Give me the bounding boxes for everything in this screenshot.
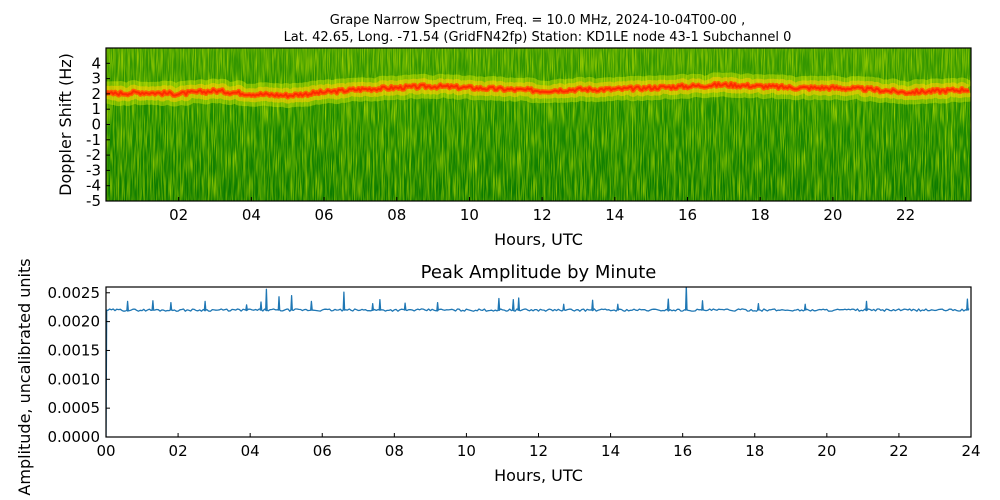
spectrogram-noise-texture [106, 48, 971, 201]
x-tick-label: 18 [751, 206, 770, 224]
x-tick-label: 20 [817, 442, 836, 460]
y-tick-label: 0.0005 [48, 399, 101, 417]
x-tick-label: 02 [169, 206, 188, 224]
y-tick-label: -5 [86, 192, 101, 210]
y-tick-label: 2 [91, 85, 101, 103]
x-tick-label: 12 [529, 442, 548, 460]
x-tick-label: 04 [241, 442, 260, 460]
x-tick-label: 08 [387, 206, 406, 224]
y-tick-label: -1 [86, 131, 101, 149]
amplitude-series-line [106, 287, 970, 437]
figure-title-line-1: Grape Narrow Spectrum, Freq. = 10.0 MHz,… [329, 13, 746, 28]
x-tick-label: 16 [678, 206, 697, 224]
signal-trace-core [106, 82, 970, 99]
x-tick-label: 02 [169, 442, 188, 460]
x-tick-label: 00 [96, 442, 115, 460]
x-axis-label: Hours, UTC [494, 466, 583, 485]
figure-title-line-2: Lat. 42.65, Long. -71.54 (GridFN42fp) St… [283, 30, 792, 45]
y-tick-label: 0.0020 [48, 313, 101, 331]
y-tick-label: 0.0025 [48, 284, 101, 302]
x-tick-label: 16 [673, 442, 692, 460]
chart-title: Peak Amplitude by Minute [421, 262, 657, 283]
x-tick-label: 10 [460, 206, 479, 224]
y-tick-label: -2 [86, 146, 101, 164]
x-tick-label: 06 [313, 442, 332, 460]
x-tick-label: 18 [745, 442, 764, 460]
y-tick-label: 4 [91, 54, 101, 72]
y-axis-label: Doppler Shift (Hz) [56, 53, 75, 196]
x-tick-label: 10 [457, 442, 476, 460]
x-tick-label: 22 [896, 206, 915, 224]
y-tick-label: 0.0015 [48, 341, 101, 359]
y-tick-label: 0 [91, 116, 101, 134]
x-tick-label: 04 [242, 206, 261, 224]
x-tick-label: 06 [315, 206, 334, 224]
y-tick-label: -4 [86, 177, 101, 195]
x-axis-label: Hours, UTC [494, 230, 583, 249]
x-tick-label: 24 [961, 442, 980, 460]
y-tick-label: 3 [91, 70, 101, 88]
y-axis-label: Amplitude, uncalibrated units [15, 258, 34, 495]
y-tick-label: 1 [91, 100, 101, 118]
x-tick-label: 20 [823, 206, 842, 224]
y-tick-label: -3 [86, 161, 101, 179]
x-tick-label: 14 [601, 442, 620, 460]
x-tick-label: 08 [385, 442, 404, 460]
y-tick-label: 0.0000 [48, 428, 101, 446]
x-tick-label: 14 [605, 206, 624, 224]
y-tick-label: 0.0010 [48, 370, 101, 388]
x-tick-label: 22 [889, 442, 908, 460]
x-tick-label: 12 [533, 206, 552, 224]
